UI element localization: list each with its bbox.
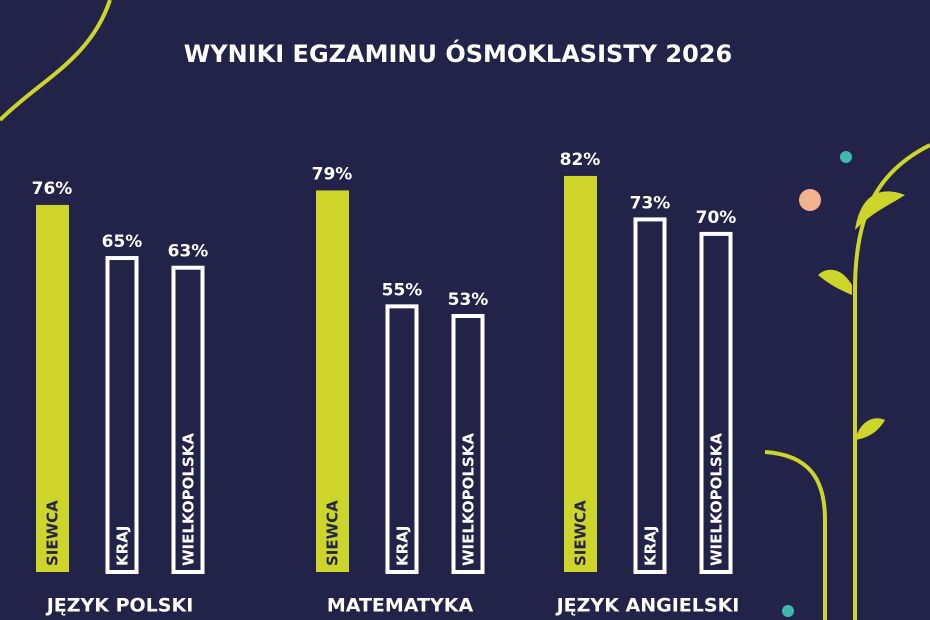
- category-label: MATEMATYKA: [327, 595, 474, 617]
- bar: [105, 256, 139, 574]
- value-label: 65%: [102, 232, 143, 252]
- chart-title: WYNIKI EGZAMINU ÓSMOKLASISTY 2026: [184, 38, 732, 68]
- bar: [564, 175, 597, 572]
- series-label: KRAJ: [642, 526, 660, 566]
- bar: [316, 190, 349, 572]
- bar: [36, 204, 69, 573]
- decor-leaf: [818, 269, 852, 295]
- series-label: WIELKOPOLSKA: [708, 433, 726, 566]
- bar: [633, 217, 667, 574]
- bar: [385, 304, 419, 574]
- decor-stem: [764, 450, 827, 620]
- value-label: 70%: [696, 208, 737, 228]
- bar: [699, 231, 733, 574]
- decor-dot: [782, 605, 794, 617]
- value-label: 73%: [630, 193, 671, 213]
- series-label: WIELKOPOLSKA: [460, 433, 478, 566]
- value-label: 79%: [312, 164, 353, 184]
- decor-dot: [840, 151, 852, 163]
- decor-curve: [0, 0, 112, 122]
- value-label: 76%: [32, 179, 73, 199]
- decor-leaf: [855, 418, 885, 440]
- decor-leaf: [855, 191, 905, 230]
- series-label: SIEWCA: [44, 500, 62, 566]
- decor-dot: [799, 189, 821, 211]
- bar: [171, 265, 205, 574]
- value-label: 82%: [560, 150, 601, 170]
- value-label: 53%: [448, 290, 489, 310]
- series-label: SIEWCA: [572, 500, 590, 566]
- category-label: JĘZYK POLSKI: [45, 595, 194, 617]
- series-label: WIELKOPOLSKA: [180, 433, 198, 566]
- value-label: 55%: [382, 280, 423, 300]
- series-label: SIEWCA: [324, 500, 342, 566]
- bar: [451, 314, 485, 575]
- series-label: KRAJ: [114, 526, 132, 566]
- series-label: KRAJ: [394, 526, 412, 566]
- category-label: JĘZYK ANGIELSKI: [555, 595, 740, 617]
- value-label: 63%: [168, 242, 209, 262]
